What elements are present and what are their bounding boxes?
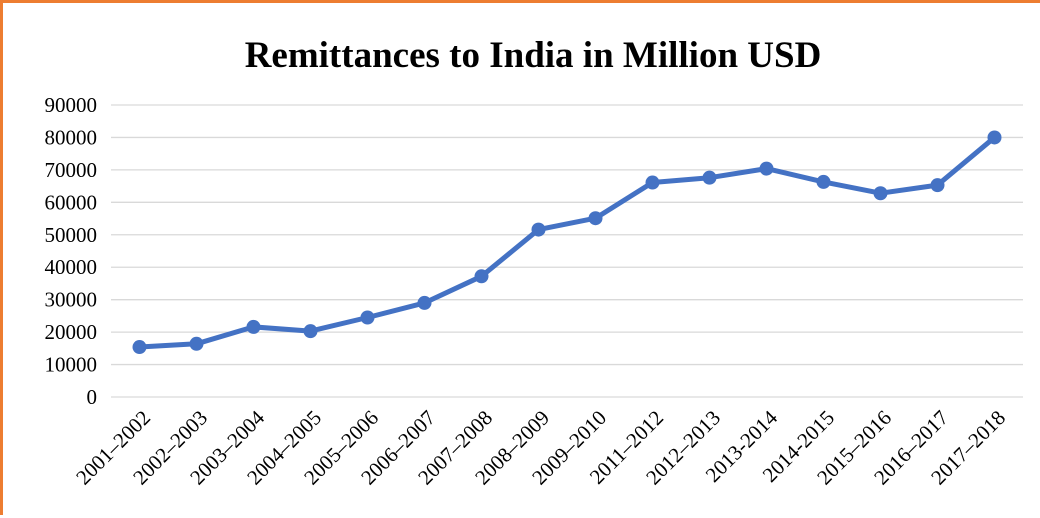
y-tick-label: 0 [87,385,98,409]
y-tick-label: 80000 [45,125,98,149]
data-point [189,336,204,351]
data-point [702,170,717,185]
y-tick-label: 70000 [45,158,98,182]
data-point [588,211,603,226]
data-point [930,178,945,193]
y-tick-label: 50000 [45,223,98,247]
data-point [987,130,1002,145]
data-point [759,161,774,176]
data-point [360,310,375,325]
y-tick-label: 30000 [45,288,98,312]
y-axis-tick-labels: 0 10000 20000 30000 40000 50000 60000 70000 8000… [45,93,98,409]
data-point [303,324,318,339]
y-tick-label: 60000 [45,190,98,214]
y-tick-label: 20000 [45,320,98,344]
data-point [816,174,831,189]
y-tick-label: 10000 [45,353,98,377]
data-point [417,295,432,310]
data-point [246,319,261,334]
data-point [474,269,489,284]
y-tick-label: 90000 [45,93,98,117]
line-chart: Remittances to India in Million USD 0 100… [45,35,1023,489]
data-point [531,222,546,237]
x-axis-tick-labels: 2001–20022002–20032003–20042004–20052005… [71,405,1010,489]
data-point [873,186,888,201]
series-remittances [132,130,1002,355]
data-point [132,340,147,355]
y-tick-label: 40000 [45,255,98,279]
chart-title: Remittances to India in Million USD [245,35,822,76]
gridlines [111,104,1023,398]
data-point [645,175,660,190]
series-line [137,134,997,350]
